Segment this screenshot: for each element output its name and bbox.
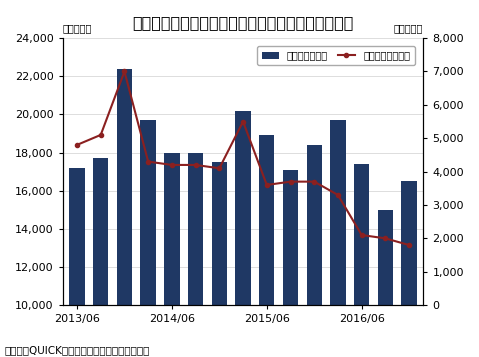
営業利益（右軸） bbox=[335, 193, 341, 197]
営業利益（右軸） bbox=[122, 69, 127, 74]
営業利益（右軸） bbox=[74, 143, 80, 147]
Text: （百万円）: （百万円） bbox=[63, 23, 92, 33]
Bar bbox=[93, 158, 108, 357]
Bar bbox=[330, 120, 346, 357]
営業利益（右軸） bbox=[169, 163, 175, 167]
Text: （百万円）: （百万円） bbox=[394, 23, 423, 33]
Bar bbox=[354, 164, 369, 357]
Bar bbox=[235, 111, 251, 357]
営業利益（右軸） bbox=[383, 236, 388, 241]
Bar bbox=[140, 120, 156, 357]
Legend: 売上高（左軸）, 営業利益（右軸）: 売上高（左軸）, 営業利益（右軸） bbox=[257, 46, 415, 65]
Bar bbox=[212, 162, 227, 357]
Bar bbox=[401, 181, 417, 357]
営業利益（右軸） bbox=[264, 183, 270, 187]
営業利益（右軸） bbox=[240, 119, 246, 124]
営業利益（右軸） bbox=[145, 160, 151, 164]
Bar bbox=[377, 210, 393, 357]
営業利益（右軸） bbox=[359, 233, 365, 237]
Text: （出所）QUICKデータよりマネックス証券作成: （出所）QUICKデータよりマネックス証券作成 bbox=[5, 345, 150, 355]
営業利益（右軸） bbox=[193, 163, 198, 167]
Bar bbox=[283, 170, 298, 357]
Bar bbox=[259, 135, 274, 357]
Bar bbox=[188, 152, 203, 357]
営業利益（右軸） bbox=[98, 133, 103, 137]
Bar bbox=[307, 145, 322, 357]
営業利益（右軸） bbox=[406, 243, 412, 247]
Bar bbox=[117, 69, 132, 357]
Title: サンリオの売上高と営業利益の推移（四半期ごと）: サンリオの売上高と営業利益の推移（四半期ごと） bbox=[132, 15, 354, 30]
Bar bbox=[69, 168, 85, 357]
営業利益（右軸） bbox=[287, 180, 293, 184]
営業利益（右軸） bbox=[217, 166, 222, 170]
Line: 営業利益（右軸）: 営業利益（右軸） bbox=[75, 69, 411, 247]
営業利益（右軸） bbox=[311, 180, 317, 184]
Bar bbox=[164, 152, 180, 357]
